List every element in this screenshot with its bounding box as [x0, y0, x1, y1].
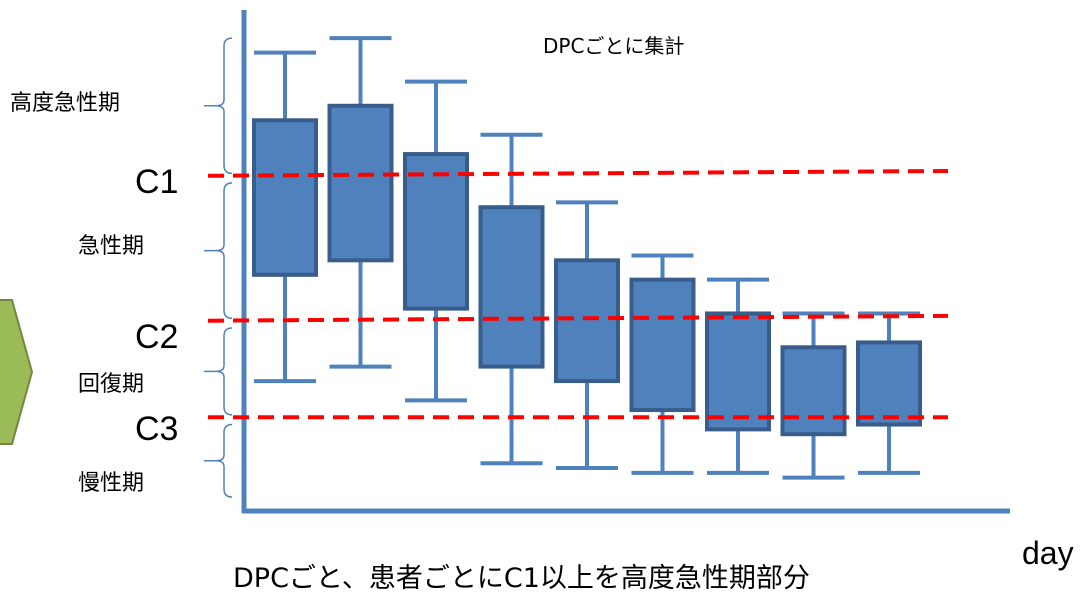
- box-body-0: [252, 118, 318, 277]
- band-brace-0: [215, 37, 233, 175]
- threshold-label-c1: C1: [135, 163, 179, 201]
- x-axis-label: day: [1022, 535, 1074, 571]
- band-brace-1: [215, 182, 233, 320]
- chart-caption: DPCごと、患者ごとにC1以上を高度急性期部分: [233, 563, 810, 594]
- box-body-1: [327, 103, 394, 263]
- band-brace-2: [215, 327, 233, 416]
- threshold-label-c3: C3: [135, 410, 179, 448]
- threshold-line-c1: [207, 168, 949, 178]
- box-body-3: [478, 205, 545, 369]
- box-body-4: [554, 258, 620, 384]
- box-body-2: [403, 152, 469, 311]
- box-body-8: [856, 340, 922, 427]
- chevron-arrow-icon: [0, 299, 34, 445]
- band-label-acute: 急性期: [78, 234, 145, 259]
- band-brace-3: [215, 423, 233, 498]
- band-label-chronic: 慢性期: [78, 471, 145, 496]
- threshold-label-c2: C2: [135, 318, 179, 356]
- band-label-recovery: 回復期: [78, 372, 145, 397]
- box-body-7: [780, 345, 847, 437]
- chart-title: DPCごとに集計: [543, 34, 685, 58]
- band-label-high-acute: 高度急性期: [10, 91, 121, 116]
- box-body-6: [705, 311, 771, 432]
- box-body-5: [629, 277, 696, 413]
